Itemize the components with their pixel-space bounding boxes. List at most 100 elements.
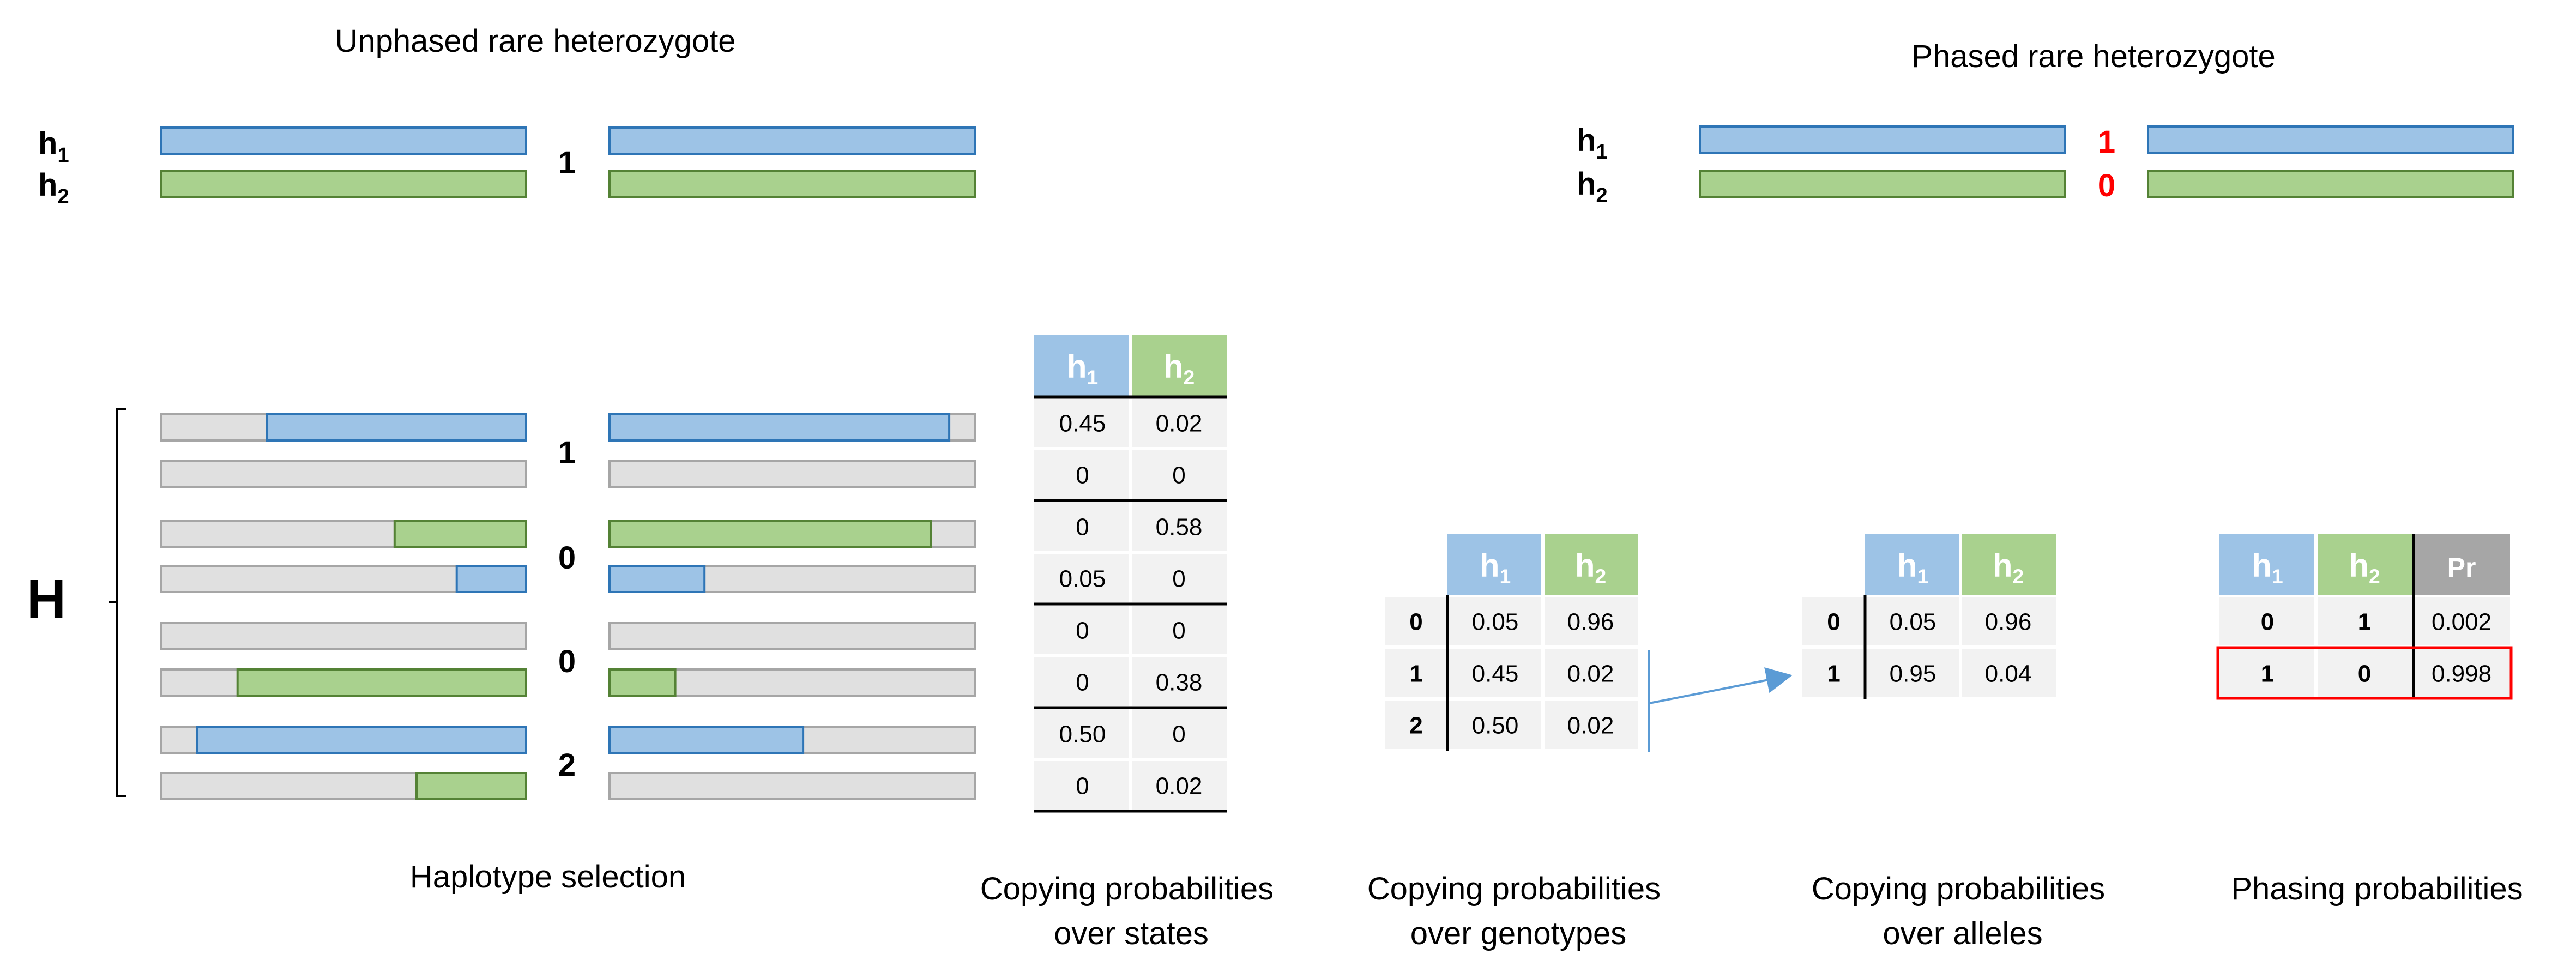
table-cell: [1447, 701, 1541, 749]
table-header-cell: [2318, 534, 2413, 595]
haplotype-segment-green: [608, 520, 932, 548]
haplotype-segment-green: [393, 520, 527, 548]
table-cell: [2219, 597, 2314, 645]
table-cell-value: 0.95: [1890, 661, 1936, 687]
haplotype-segment-blue: [455, 565, 528, 593]
table-cell-value: 1: [2261, 661, 2274, 687]
table-cell-value: 0: [1076, 669, 1089, 696]
table-cell: [1132, 450, 1227, 499]
unphased-h1-label: h1: [38, 126, 69, 167]
alleles-table: h1 h2 0 0.05 0.96 1 0.95 0.04: [1802, 534, 2056, 699]
table-cell-value: 0: [1409, 609, 1422, 636]
table-cell: [2415, 597, 2510, 645]
table-header-cell: [1132, 335, 1227, 397]
phased-h1-bar-left: [1699, 125, 2066, 154]
table-cell: [1132, 502, 1227, 551]
phasing-table: h1 h2 Pr 0 1 0.002 1 0 0.998: [2216, 534, 2513, 700]
table-cell: [1545, 597, 1638, 645]
table-cell: [1034, 657, 1129, 706]
table-cell-value: 0: [1172, 566, 1185, 593]
table-header-label: h2: [2349, 547, 2380, 588]
table-cell-value: 1: [1827, 661, 1840, 687]
unphased-genotype: 1: [558, 145, 576, 180]
table-cell-value: 0: [1172, 618, 1185, 644]
table-cell-value: 0: [1076, 618, 1089, 644]
table-cell-value: 0.02: [1567, 661, 1614, 687]
haplotype-track-left: [160, 460, 527, 488]
table-header-label: Pr: [2447, 552, 2476, 583]
table-header-label: h1: [1067, 348, 1098, 389]
genotypes-table: h1 h2 0 0.05 0.96 1 0.45 0.02 2 0.50 0.02: [1385, 534, 1638, 751]
phased-h1-bar-right: [2147, 125, 2514, 154]
table-cell: [1034, 399, 1129, 447]
table-cell-value: 0.96: [1985, 609, 2032, 636]
phased-h1-label: h1: [1577, 123, 1608, 164]
table-row-label-cell: [1385, 597, 1446, 645]
table-cell-value: 0.45: [1472, 661, 1519, 687]
haplotype-segment-green: [608, 668, 677, 697]
table-row-label-cell: [1385, 649, 1446, 697]
table-cell: [1865, 649, 1959, 697]
table-cell-value: 0.50: [1472, 713, 1519, 739]
table-cell-value: 1: [1409, 661, 1422, 687]
table-cell-value: 2: [1409, 713, 1422, 739]
table-cell-value: 0: [1827, 609, 1840, 636]
table-cell-value: 0.58: [1156, 514, 1203, 541]
table-cell-value: 0.05: [1890, 609, 1936, 636]
haplotype-genotype: 0: [558, 540, 576, 576]
table-cell: [1034, 606, 1129, 654]
table-cell-value: 0.45: [1059, 410, 1106, 437]
table-cell: [2318, 597, 2413, 645]
caption-states: Copying probabilities over states: [980, 871, 1283, 951]
arrow-genotypes-to-alleles: [1649, 667, 1793, 704]
table-cell: [1132, 399, 1227, 447]
haplotype-segment-blue: [266, 413, 527, 442]
table-cell: [1132, 606, 1227, 654]
table-header-cell: [2219, 534, 2314, 595]
table-header-cell: [1962, 534, 2056, 595]
table-cell: [2318, 649, 2413, 697]
table-cell-value: 0.05: [1059, 566, 1106, 593]
phased-h2-label: h2: [1577, 166, 1608, 207]
table-cell-value: 0.04: [1985, 661, 2032, 687]
highlight-box: [2216, 646, 2513, 700]
table-header-cell: [2415, 534, 2510, 595]
caption-genotypes: Copying probabilities over genotypes: [1367, 871, 1670, 951]
table-cell: [1447, 649, 1541, 697]
haplotype-set-label: H: [27, 569, 66, 630]
table-cell: [1132, 554, 1227, 602]
haplotype-rows: [160, 413, 976, 800]
haplotype-track-right: [608, 772, 976, 800]
table-cell: [1962, 649, 2056, 697]
table-cell: [2415, 649, 2510, 697]
table-cell: [1132, 657, 1227, 706]
table-header-cell: [1865, 534, 1959, 595]
table-cell: [1034, 450, 1129, 499]
phased-allele-h2: 0: [2098, 168, 2115, 203]
table-cell-value: 0.38: [1156, 669, 1203, 696]
table-cell-value: 0.05: [1472, 609, 1519, 636]
table-cell: [1034, 554, 1129, 602]
table-cell-value: 0.02: [1567, 713, 1614, 739]
table-header-label: h1: [1897, 547, 1928, 588]
table-cell-value: 0.002: [2432, 609, 2491, 636]
table-cell: [1132, 709, 1227, 758]
table-row-label-cell: [1802, 597, 1863, 645]
haplotype-genotype: 2: [558, 747, 576, 783]
haplotype-genotype: 0: [558, 644, 576, 679]
table-cell: [1865, 597, 1959, 645]
caption-phasing: Phasing probabilities: [2231, 871, 2523, 907]
haplotype-track-right: [608, 460, 976, 488]
table-cell: [1034, 761, 1129, 810]
table-header-cell: [1034, 335, 1129, 397]
table-cell-value: 0: [2261, 609, 2274, 636]
haplotype-genotype: 1: [558, 435, 576, 470]
haplotype-segment-blue: [608, 565, 706, 593]
table-cell: [1447, 597, 1541, 645]
unphased-h2-bar-left: [160, 170, 527, 198]
haplotype-segment-blue: [196, 726, 527, 754]
table-cell: [1034, 709, 1129, 758]
table-cell: [1132, 761, 1227, 810]
caption-haplotype-selection: Haplotype selection: [410, 859, 686, 895]
haplotype-bracket: [109, 408, 126, 797]
